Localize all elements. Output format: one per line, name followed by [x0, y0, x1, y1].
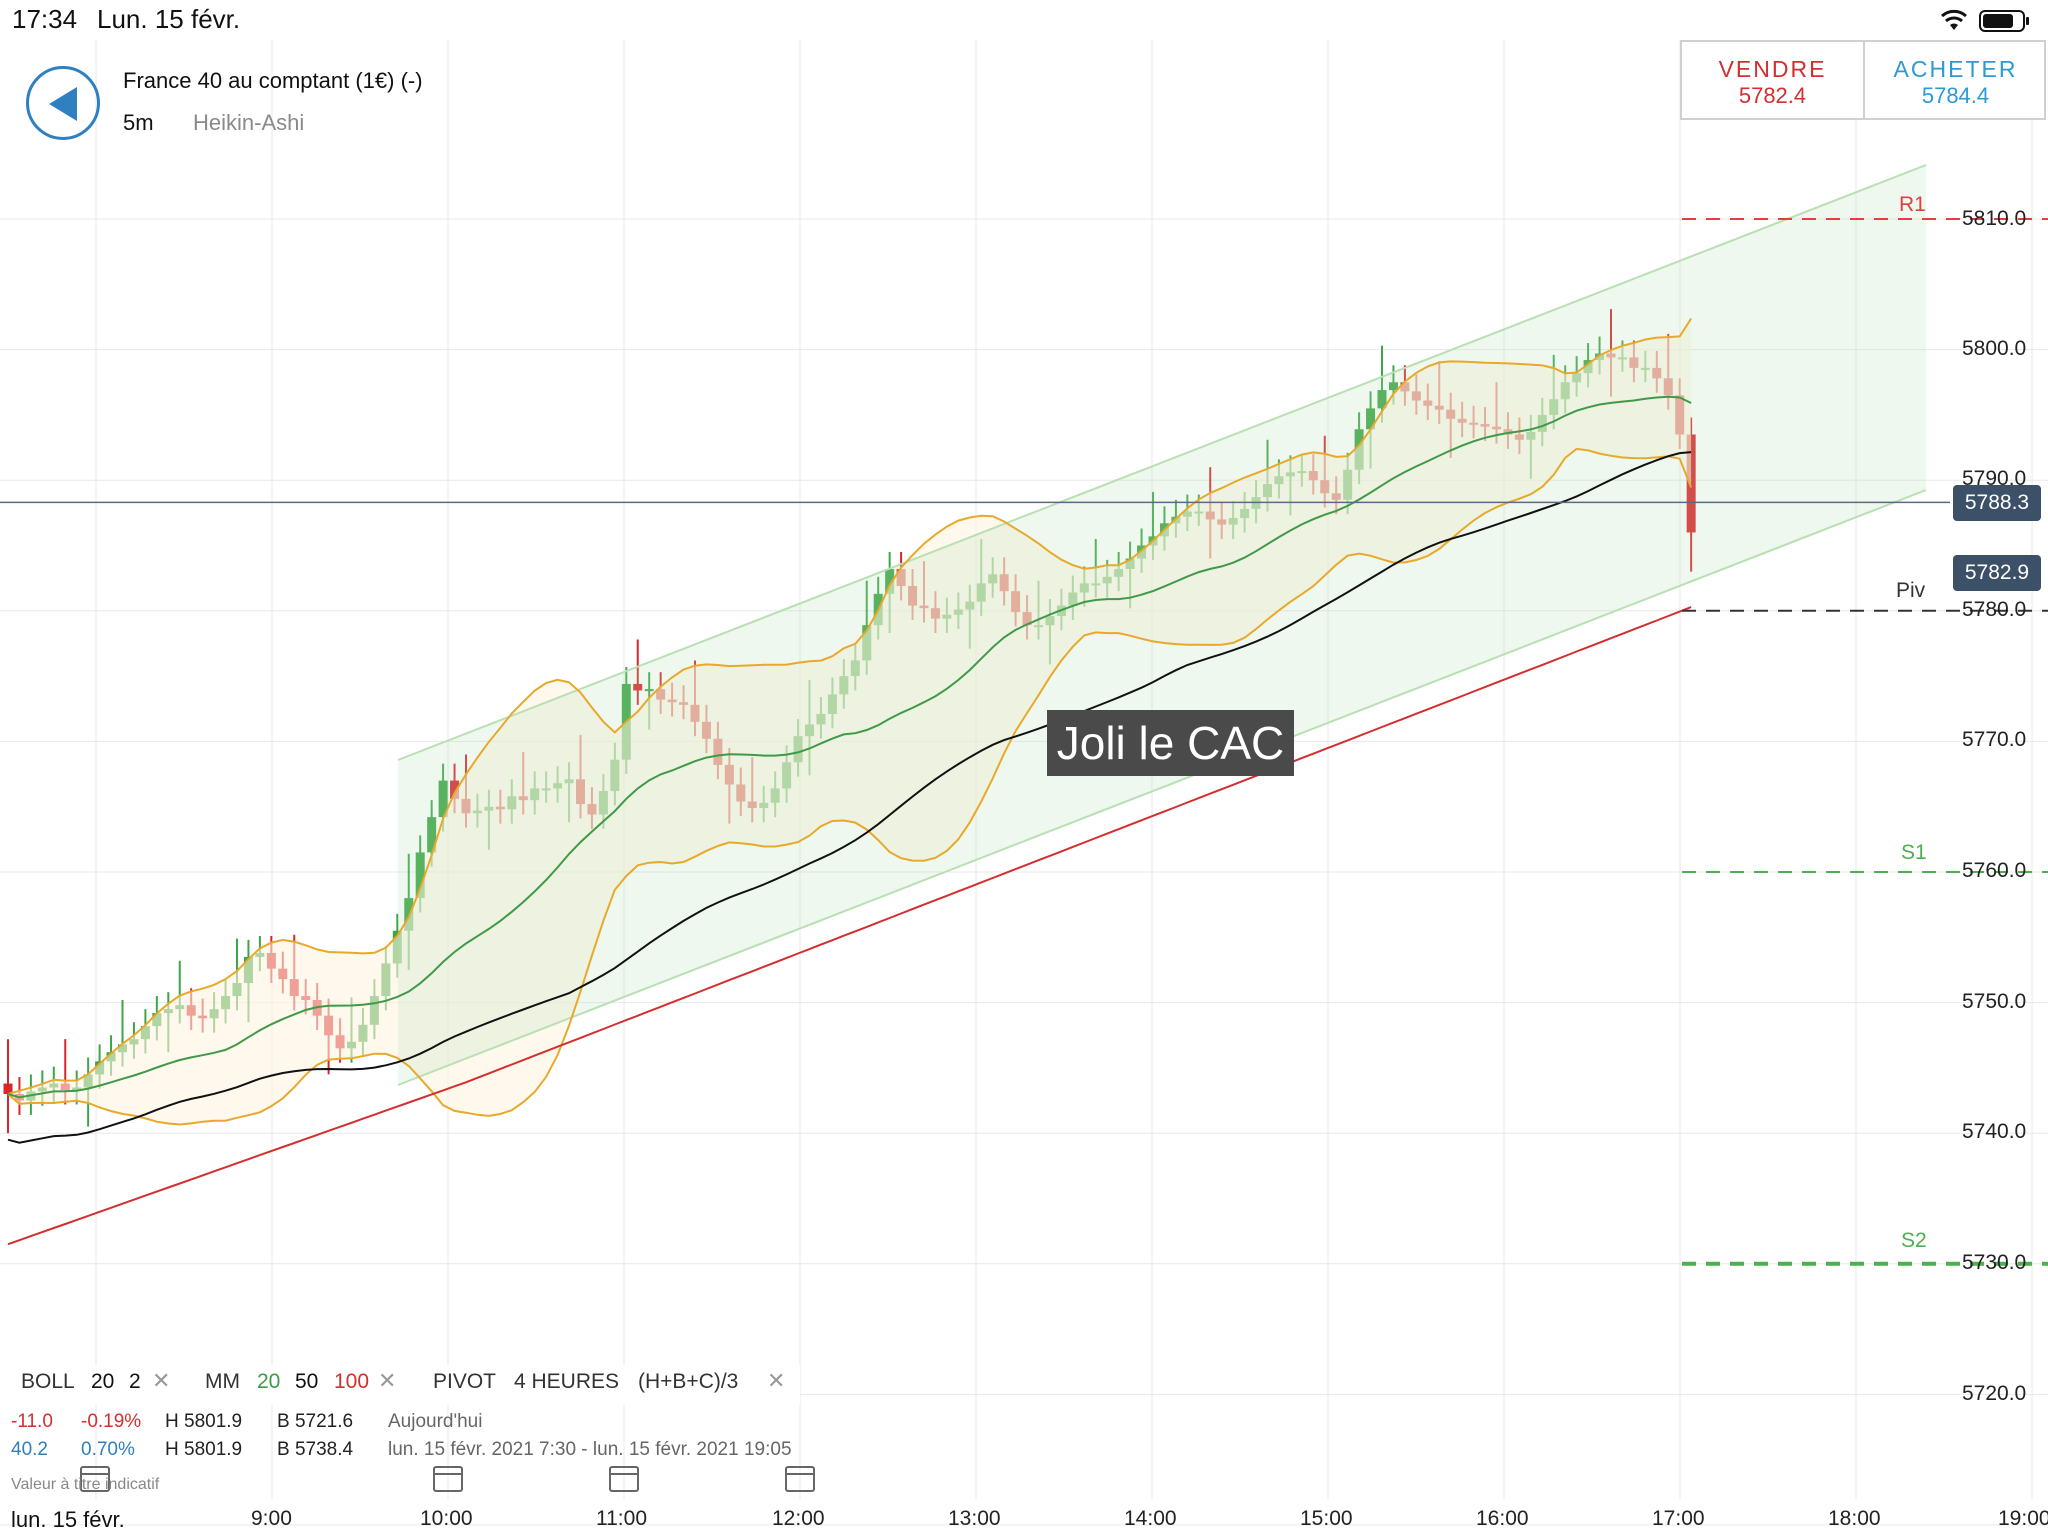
chart-annotation[interactable]: Joli le CAC: [1047, 710, 1294, 776]
range-period: lun. 15 févr. 2021 7:30 - lun. 15 févr. …: [388, 1439, 792, 1460]
candle-body: [644, 689, 654, 692]
wifi-icon: [1941, 9, 1967, 30]
trade-panel: VENDRE 5782.4 ACHETER 5784.4: [1680, 40, 2046, 120]
battery-icon: [1979, 10, 2029, 32]
x-tick: 14:00: [1124, 1507, 1177, 1530]
calendar-icon[interactable]: [80, 1466, 110, 1492]
ma50-line: [7, 451, 1692, 1144]
status-date: Lun. 15 févr.: [97, 4, 241, 34]
candle-body: [885, 569, 895, 594]
candle-body: [415, 852, 425, 899]
today-high: H 5801.9: [165, 1411, 243, 1432]
status-bar: 17:34 Lun. 15 févr.: [0, 0, 2048, 40]
s2-label: S2: [1901, 1229, 1927, 1252]
back-arrow-icon: [49, 87, 77, 121]
x-tick: 13:00: [948, 1507, 1001, 1530]
mm-period-20: 20: [257, 1370, 281, 1393]
pivot-label: Piv: [1896, 579, 1926, 602]
candle-body: [1388, 382, 1398, 391]
back-button[interactable]: [26, 66, 100, 140]
range-change: 40.2: [11, 1439, 48, 1460]
today-change: -11.0: [11, 1411, 53, 1432]
y-tick: 5740.0: [1962, 1120, 2027, 1143]
bollinger-lower-line: [7, 447, 1693, 1126]
ma20-line: [7, 395, 1692, 1099]
today-low: B 5721.6: [277, 1411, 354, 1432]
date-label: lun. 15 févr.: [11, 1507, 125, 1532]
chart-type-selector[interactable]: Heikin-Ashi: [193, 110, 305, 135]
status-icons: [1941, 9, 2029, 32]
calendar-icon[interactable]: [433, 1466, 463, 1492]
today-period: Aujourd'hui: [388, 1411, 483, 1432]
status-time: 17:34: [12, 4, 78, 34]
bollinger-upper-line: [7, 318, 1692, 1095]
x-tick: 16:00: [1476, 1507, 1529, 1530]
boll-period: 20: [91, 1370, 115, 1393]
candle-body: [438, 780, 448, 818]
y-tick: 5810.0: [1962, 207, 2027, 230]
candle-body: [633, 683, 643, 691]
mm-period-100: 100: [334, 1370, 370, 1393]
x-tick: 18:00: [1828, 1507, 1881, 1530]
today-change-pct: -0.19%: [81, 1411, 142, 1432]
candle-body: [450, 780, 460, 799]
boll-label[interactable]: BOLL: [21, 1370, 75, 1393]
mm-period-50: 50: [295, 1370, 319, 1393]
range-change-pct: 0.70%: [81, 1439, 135, 1460]
calendar-icon[interactable]: [609, 1466, 639, 1492]
bid-price-tag: 5782.9: [1953, 555, 2041, 591]
calendar-icon[interactable]: [785, 1466, 815, 1492]
pivot-close-icon[interactable]: ✕: [767, 1368, 786, 1393]
mm-label[interactable]: MM: [205, 1370, 240, 1393]
mm-close-icon[interactable]: ✕: [378, 1368, 397, 1393]
timeframe-selector[interactable]: 5m: [123, 110, 154, 135]
ma100-line: [7, 606, 1692, 1246]
candle-body: [427, 817, 437, 853]
y-tick: 5720.0: [1962, 1382, 2027, 1405]
candle-body: [3, 1083, 13, 1095]
channel-upper-line: [397, 164, 1927, 761]
channel-lower-line: [397, 489, 1927, 1086]
s1-label: S1: [1901, 841, 1927, 864]
instrument-title: France 40 au comptant (1€) (-): [123, 68, 423, 93]
y-tick: 5750.0: [1962, 990, 2027, 1013]
range-high: H 5801.9: [165, 1439, 243, 1460]
bollinger-band-fill: [8, 318, 1692, 1125]
x-tick: 15:00: [1300, 1507, 1353, 1530]
buy-price: 5784.4: [1921, 83, 1990, 108]
x-tick: 10:00: [420, 1507, 473, 1530]
y-tick: 5800.0: [1962, 337, 2027, 360]
regression-channel: [398, 165, 1926, 1085]
pivot-formula: (H+B+C)/3: [638, 1370, 739, 1393]
pivot-period: 4 HEURES: [514, 1370, 620, 1393]
y-tick: 5790.0: [1962, 467, 2027, 490]
y-tick: 5780.0: [1962, 598, 2027, 621]
y-tick: 5760.0: [1962, 859, 2027, 882]
x-tick: 17:00: [1652, 1507, 1705, 1530]
candle-body: [1377, 390, 1387, 409]
footnote: Valeur à titre indicatif: [11, 1476, 160, 1493]
x-tick: 19:00: [1998, 1507, 2048, 1530]
candle-body: [1686, 434, 1696, 533]
candle-body: [1366, 408, 1376, 430]
x-tick: 11:00: [596, 1507, 647, 1530]
r1-label: R1: [1899, 193, 1926, 216]
last-price-tag: 5788.3: [1953, 485, 2041, 521]
boll-deviation: 2: [129, 1370, 141, 1393]
range-low: B 5738.4: [277, 1439, 354, 1460]
y-tick: 5770.0: [1962, 728, 2027, 751]
sell-price: 5782.4: [1738, 83, 1807, 108]
sell-button[interactable]: VENDRE 5782.4: [1682, 42, 1865, 118]
indicator-bar: [0, 1365, 800, 1405]
x-tick: 9:00: [251, 1507, 292, 1530]
pivot-indicator-label[interactable]: PIVOT: [433, 1370, 497, 1393]
buy-label: ACHETER: [1893, 56, 2018, 82]
x-tick: 12:00: [772, 1507, 825, 1530]
y-tick: 5730.0: [1962, 1251, 2027, 1274]
boll-close-icon[interactable]: ✕: [152, 1368, 171, 1393]
buy-button[interactable]: ACHETER 5784.4: [1865, 42, 2046, 118]
sell-label: VENDRE: [1718, 56, 1827, 82]
